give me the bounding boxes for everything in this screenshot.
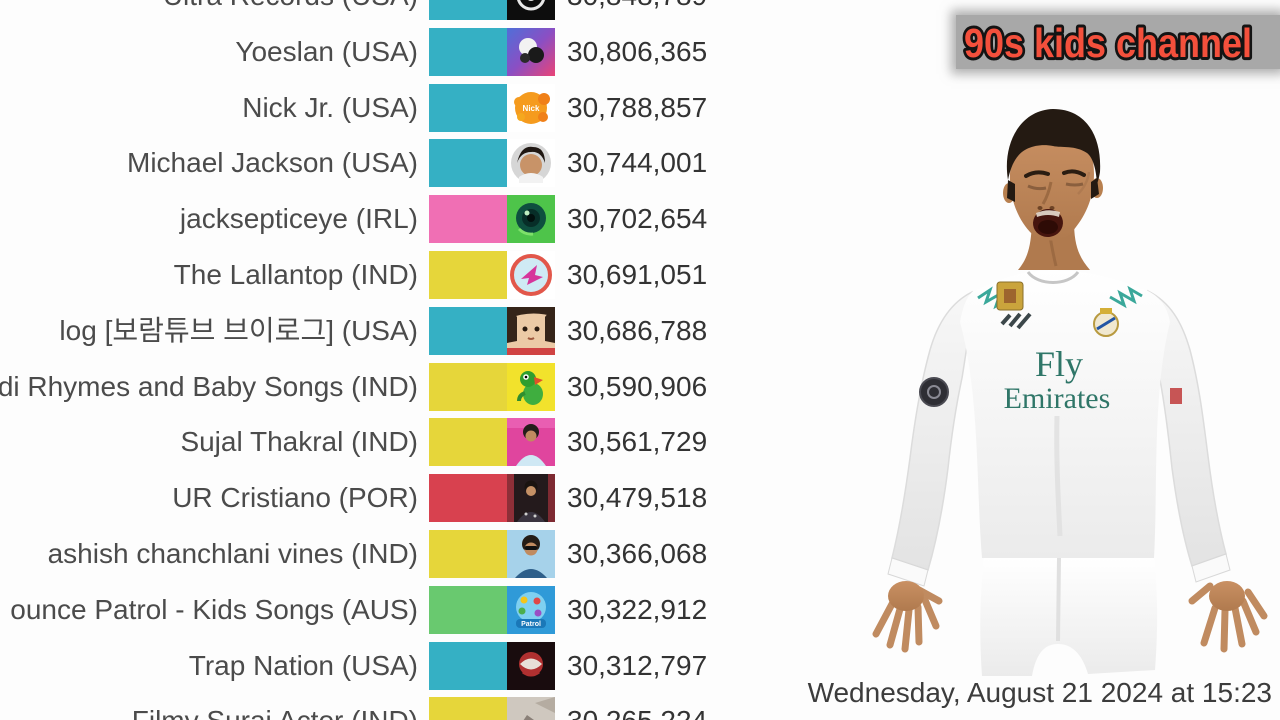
jersey-text-fly: Fly [1035,344,1083,384]
channel-label: Filmy Suraj Actor (IND) [132,693,418,720]
boram-tube-avatar-icon [507,306,555,355]
subscriber-count: 30,744,001 [567,147,708,179]
chart-row: UR Cristiano (POR) 30,479,518 [0,470,1280,526]
channel-avatar [507,251,555,299]
subscriber-bar [429,474,507,523]
channel-avatar: Patrol [507,585,555,634]
chart-row: jacksepticeye (IRL) 30,702,654 [0,191,1280,247]
the-lallantop-avatar-icon [507,251,555,299]
chart-row: Sujal Thakral (IND) 30,561,729 [0,414,1280,470]
subscriber-bar [429,306,507,355]
subscriber-bar [429,697,507,720]
channel-avatar [507,418,555,467]
ashish-chanchlani-avatar-icon [507,530,555,578]
channel-avatar [507,474,555,523]
subscriber-count: 30,265,224 [567,693,707,720]
channel-avatar [507,530,555,578]
subscriber-count: 30,686,788 [567,314,708,346]
jacksepticeye-avatar-icon [507,195,555,244]
subscriber-bar [429,0,507,20]
subscriber-bar [429,27,507,76]
subscriber-count: 30,479,518 [567,482,708,514]
nick-jr-avatar-icon: Nick [507,83,555,132]
subscriber-bar [429,585,507,634]
channel-label: Trap Nation (USA) [188,649,418,681]
svg-text:Nick: Nick [523,104,540,113]
ronaldo-figure-illustration: Fly Emirates [872,109,1268,676]
subscriber-bar [429,362,507,411]
chart-row: di Rhymes and Baby Songs (IND) 30,590,906 [0,359,1280,415]
channel-label: The Lallantop (IND) [173,259,418,290]
ronaldo-image: Fly Emirates [852,96,1280,676]
chart-row: ashish chanchlani vines (IND) 30,366,068 [0,526,1280,582]
ultra-records-avatar-icon [507,0,555,20]
watermark-badge: 90s kids channel [956,15,1280,69]
channel-label: ounce Patrol - Kids Songs (AUS) [10,593,418,625]
channel-avatar [507,139,555,188]
subscriber-count: 30,561,729 [567,426,708,458]
channel-label: jacksepticeye (IRL) [179,203,418,235]
channel-avatar [507,697,555,720]
watermark-text: 90s kids channel [964,20,1252,66]
chart-row: Michael Jackson (USA) 30,744,001 [0,135,1280,191]
channel-avatar [507,27,555,76]
filmy-suraj-avatar-icon [507,697,555,720]
channel-label: UR Cristiano (POR) [172,482,418,514]
subscriber-bar [429,418,507,467]
subscriber-count: 30,322,912 [567,593,708,625]
timestamp: Wednesday, August 21 2024 at 15:23 [807,677,1272,708]
chart-row: Ultra Records (USA) 30,848,789 [0,0,1280,24]
channel-label: Nick Jr. (USA) [242,91,418,123]
bounce-patrol-avatar-icon: Patrol [507,585,555,634]
channel-avatar [507,641,555,690]
channel-avatar: Nick [507,83,555,132]
channel-label: Ultra Records (USA) [163,0,418,24]
svg-text:Patrol: Patrol [521,621,541,628]
subscriber-count: 30,312,797 [567,649,708,681]
subscriber-count: 30,366,068 [567,538,708,569]
chart-row: Filmy Suraj Actor (IND) 30,265,224 [0,693,1280,720]
channel-label: log [보람튜브 브이로그] (USA) [59,314,418,346]
channel-avatar [507,0,555,20]
subscriber-bar [429,139,507,188]
channel-avatar [507,195,555,244]
subscriber-count: 30,788,857 [567,91,708,123]
trap-nation-avatar-icon [507,641,555,690]
subscriber-count: 30,691,051 [567,259,708,290]
subscriber-bar [429,195,507,244]
chart-row: Nick Jr. (USA) Nick 30,788,857 [0,80,1280,136]
subscriber-count: 30,590,906 [567,370,708,402]
subscriber-count: 30,848,789 [567,0,707,24]
channel-label: Yoeslan (USA) [235,35,418,67]
chart-row: ounce Patrol - Kids Songs (AUS) Patrol 30,… [0,582,1280,638]
chart-row: log [보람튜브 브이로그] (USA) 30,686,788 [0,303,1280,359]
subscriber-bar [429,83,507,132]
michael-jackson-avatar-icon [507,139,555,188]
chart-row: The Lallantop (IND) 30,691,051 [0,247,1280,303]
channel-label: Michael Jackson (USA) [127,147,418,179]
subscriber-count: 30,806,365 [567,35,708,67]
chart-row: Yoeslan (USA) 30,806,365 [0,24,1280,80]
channel-label: Sujal Thakral (IND) [180,426,418,458]
channel-avatar [507,362,555,411]
subscriber-bar [429,251,507,299]
subscriber-bar [429,641,507,690]
channel-avatar [507,306,555,355]
jersey-text-emirates: Emirates [1004,382,1111,415]
subscriber-count: 30,702,654 [567,203,708,235]
yoeslan-avatar-icon [507,27,555,76]
subscriber-bar [429,530,507,578]
chart-row: Trap Nation (USA) 30,312,797 [0,638,1280,694]
channel-label: di Rhymes and Baby Songs (IND) [0,370,418,402]
hindi-rhymes-avatar-icon [507,362,555,411]
sujal-thakral-avatar-icon [507,418,555,467]
channel-label: ashish chanchlani vines (IND) [47,538,418,569]
ur-cristiano-avatar-icon [507,474,555,523]
